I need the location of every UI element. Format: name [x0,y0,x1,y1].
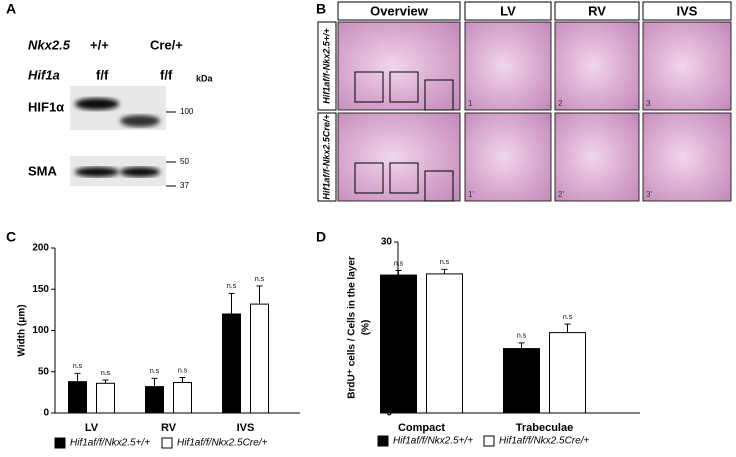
bar [145,386,164,414]
column-header: IVS [677,3,698,18]
annotation: n.s [73,363,83,370]
legend-swatch [54,437,66,449]
histology-image [464,21,552,111]
marker-label: 37 [180,181,189,190]
histology-image [554,112,640,202]
image-number: 3 [646,99,651,108]
column-header-box [554,1,640,21]
y-axis-label: Width (μm) [17,304,28,356]
genotype: Cre/+ [150,37,183,52]
column-header-box [642,1,732,21]
inset-box [354,71,384,103]
annotation: n.s [440,259,450,266]
gene-label: Hif1a [28,67,60,82]
histology-image [642,21,732,111]
annotation: n.s [178,367,188,374]
panel-label: C [6,229,16,245]
marker-label: 100 [180,107,194,116]
annotation: n.s [563,314,573,321]
panel-label: A [6,1,16,17]
row-header-box [317,21,337,111]
legend-swatch [483,435,495,447]
bar [96,382,115,414]
inset-box [389,162,419,194]
y-tick-label: 100 [32,325,49,336]
column-header: RV [588,3,606,18]
image-number: 1' [468,190,474,199]
image-number: 3' [646,190,652,199]
bar [250,303,269,414]
bar [173,381,192,414]
bar [222,313,241,414]
genotype: f/f [160,67,173,82]
column-header-box [337,1,461,21]
histology-image [554,21,640,111]
histology-image [337,21,461,111]
column-header-box [464,1,552,21]
x-tick-label: LV [85,422,99,434]
panel-label: B [316,1,326,17]
y-tick-label: 30 [381,237,393,248]
annotation: n.s [101,370,111,377]
image-number: 2 [558,99,563,108]
histology-grid: Overview LV RV IVS Hif1af/f-Nkx2.5+/+ 1 2 3 Hif1… [317,1,732,202]
annotation: n.s [150,368,160,375]
genotype: +/+ [90,37,109,52]
histology-image [464,112,552,202]
y-tick-label: 200 [32,243,49,254]
unit-label: kDa [196,73,214,83]
inset-box [354,162,384,194]
x-tick-label: Compact [398,422,445,434]
annotation: n.s [255,276,265,283]
legend-swatch [377,435,389,447]
band [75,167,119,177]
row-header: Hif1af/f-Nkx2.5+/+ [321,27,331,103]
band [75,98,119,110]
y-axis-label: (%) [361,320,372,336]
image-number: 2' [558,190,564,199]
panel-label: D [316,229,326,245]
y-tick-label: 0 [43,408,49,419]
genotype: f/f [96,67,109,82]
y-tick-label: 50 [38,366,50,377]
marker-label: 50 [180,157,189,166]
legend-label: Hif1af/f/Nkx2.5Cre/+ [499,436,589,447]
column-header: LV [500,3,516,18]
legend-swatch [161,437,173,449]
annotation: n.s [227,283,237,290]
legend-label: Hif1af/f/Nkx2.5+/+ [393,436,473,447]
row-header: Hif1af/f-Nkx2.5Cre/+ [321,114,331,200]
y-tick-label: 150 [32,284,49,295]
legend-label: Hif1af/f/Nkx2.5Cre/+ [177,438,267,449]
inset-box [389,71,419,103]
legend-label: Hif1af/f/Nkx2.5+/+ [70,438,150,449]
bar [549,332,586,414]
annotation: n.s [394,260,404,267]
bar [426,273,463,414]
bar [503,348,540,414]
x-tick-label: IVS [237,422,255,434]
gene-label: Nkx2.5 [28,37,71,52]
annotation: n.s [517,333,527,340]
y-axis-label: BrdU⁺ cells / Cells in the layer [347,256,358,399]
band [120,115,160,127]
image-number: 1 [468,99,473,108]
column-header: Overview [370,3,429,18]
charts: C 0 50 100 150 200 Width (μm) LV n.s n.s RV n.s n.s I… [6,229,640,449]
bar [68,381,87,414]
x-tick-label: Trabeculae [516,422,573,434]
bar [380,274,417,414]
row-header-box [317,112,337,202]
x-tick-label: RV [161,422,177,434]
histology-image [642,112,732,202]
band [120,167,160,177]
band-label: HIF1α [28,99,64,114]
inset-box [424,79,454,111]
band-label: SMA [28,163,58,178]
inset-box [424,170,454,202]
histology-image [337,112,461,202]
